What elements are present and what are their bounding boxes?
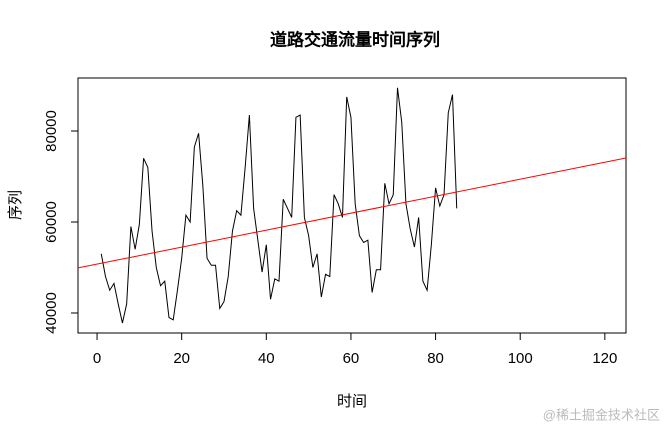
y-tick-label: 60000 [43,201,60,243]
x-tick-label: 120 [592,350,617,367]
x-tick-label: 100 [508,350,533,367]
x-tick-label: 0 [93,350,101,367]
series-line [100,87,458,324]
x-tick-label: 40 [258,350,275,367]
x-tick-label: 20 [173,350,190,367]
x-tick-label: 60 [343,350,360,367]
y-tick-label: 40000 [43,292,60,334]
x-axis-label: 时间 [337,393,367,410]
y-axis-label: 序列 [7,190,24,220]
y-tick-label: 80000 [43,110,60,152]
x-tick-label: 80 [427,350,444,367]
plot-frame [77,77,627,334]
chart-title: 道路交通流量时间序列 [270,29,440,49]
watermark: @稀土掘金技术社区 [543,407,660,422]
trend-line [78,157,626,269]
